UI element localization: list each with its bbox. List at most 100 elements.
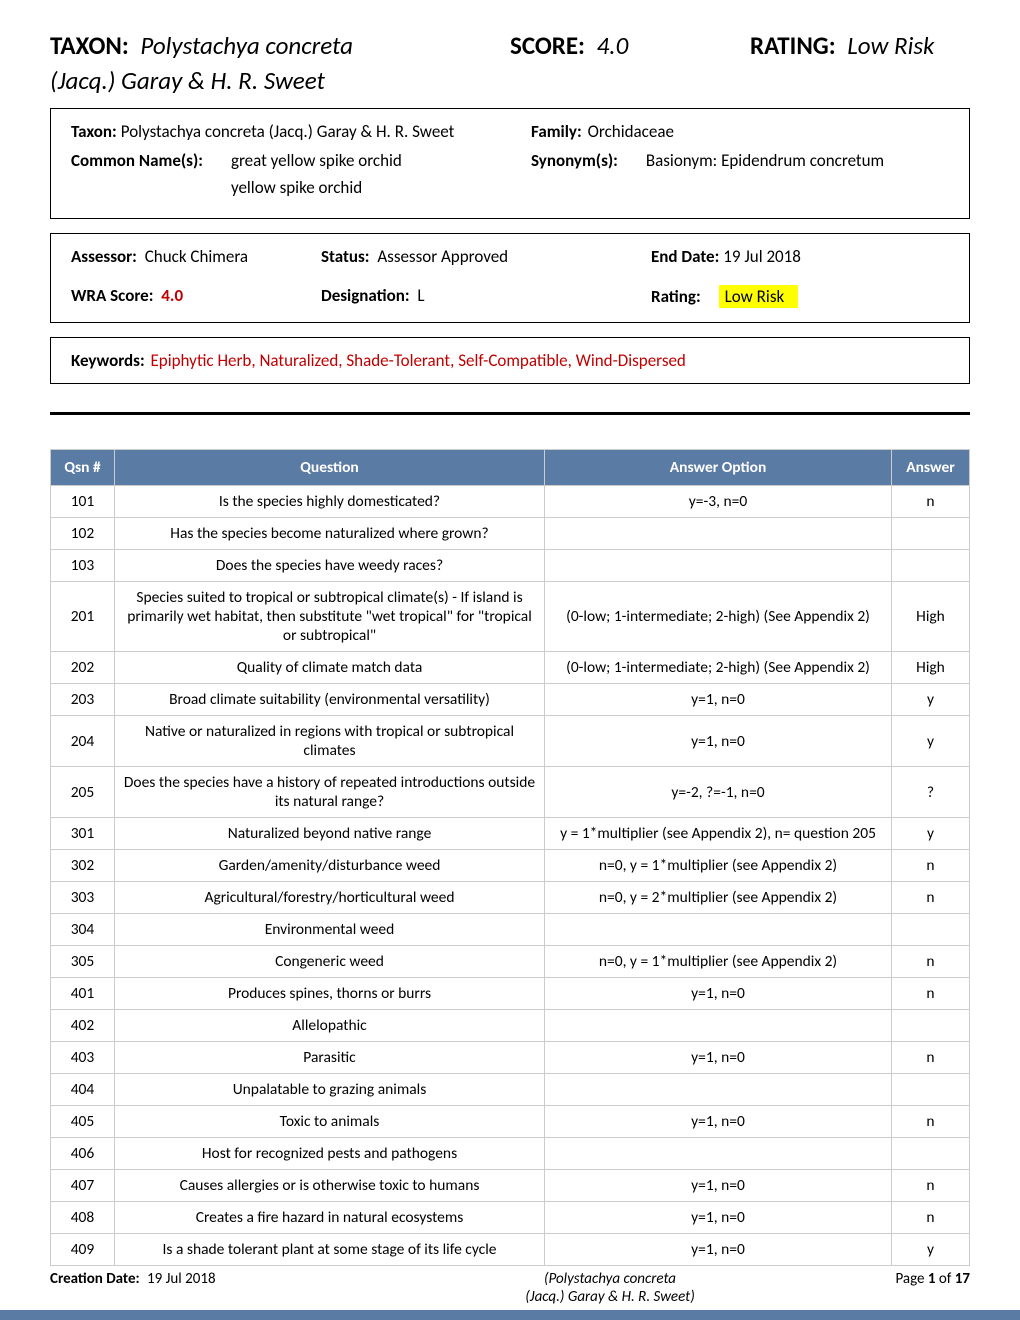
page-of: of bbox=[936, 1270, 955, 1288]
table-row: 403Parasiticy=1, n=0n bbox=[51, 1042, 970, 1074]
cell-answer bbox=[892, 518, 970, 550]
cell-answer bbox=[892, 550, 970, 582]
cell-question: Environmental weed bbox=[115, 914, 545, 946]
footer-bar bbox=[0, 1310, 1020, 1320]
table-row: 101Is the species highly domesticated?y=… bbox=[51, 486, 970, 518]
cell-question: Naturalized beyond native range bbox=[115, 818, 545, 850]
cell-option: y=1, n=0 bbox=[545, 716, 892, 767]
cell-answer bbox=[892, 1010, 970, 1042]
taxon-info-box: Taxon: Polystachya concreta (Jacq.) Gara… bbox=[50, 108, 970, 219]
cell-question: Parasitic bbox=[115, 1042, 545, 1074]
common-name: yellow spike orchid bbox=[231, 177, 402, 198]
section-divider bbox=[50, 412, 970, 415]
cell-option bbox=[545, 518, 892, 550]
table-row: 402Allelopathic bbox=[51, 1010, 970, 1042]
cell-qsn: 304 bbox=[51, 914, 115, 946]
creation-label: Creation Date: bbox=[50, 1270, 140, 1288]
header-question: Question bbox=[115, 450, 545, 486]
table-row: 405Toxic to animalsy=1, n=0n bbox=[51, 1106, 970, 1138]
common-name: great yellow spike orchid bbox=[231, 150, 402, 171]
taxon-value: Polystachya concreta bbox=[140, 30, 353, 61]
cell-answer: y bbox=[892, 684, 970, 716]
page-current: 1 bbox=[928, 1270, 936, 1288]
cell-answer: ? bbox=[892, 767, 970, 818]
cell-question: Broad climate suitability (environmental… bbox=[115, 684, 545, 716]
cell-option: n=0, y = 1*multiplier (see Appendix 2) bbox=[545, 850, 892, 882]
cell-question: Quality of climate match data bbox=[115, 652, 545, 684]
cell-option: y = 1*multiplier (see Appendix 2), n= qu… bbox=[545, 818, 892, 850]
cell-qsn: 409 bbox=[51, 1234, 115, 1266]
cell-answer: High bbox=[892, 652, 970, 684]
wra-value: 4.0 bbox=[161, 285, 183, 306]
status-label: Status: bbox=[321, 246, 370, 267]
table-row: 407Causes allergies or is otherwise toxi… bbox=[51, 1170, 970, 1202]
table-header-row: Qsn # Question Answer Option Answer bbox=[51, 450, 970, 486]
keywords-label: Keywords: bbox=[71, 350, 145, 371]
cell-answer bbox=[892, 1074, 970, 1106]
wra-label: WRA Score: bbox=[71, 285, 153, 306]
cell-qsn: 205 bbox=[51, 767, 115, 818]
cell-question: Native or naturalized in regions with tr… bbox=[115, 716, 545, 767]
table-row: 408Creates a fire hazard in natural ecos… bbox=[51, 1202, 970, 1234]
keywords-box: Keywords: Epiphytic Herb, Naturalized, S… bbox=[50, 337, 970, 384]
cell-answer: y bbox=[892, 1234, 970, 1266]
cell-qsn: 305 bbox=[51, 946, 115, 978]
enddate-label: End Date: bbox=[651, 246, 719, 267]
cell-option: y=1, n=0 bbox=[545, 684, 892, 716]
synonym-label: Synonym(s): bbox=[531, 150, 618, 204]
cell-answer bbox=[892, 1138, 970, 1170]
taxon-label: TAXON: bbox=[50, 30, 129, 61]
rating-label: RATING: bbox=[750, 30, 836, 61]
cell-question: Agricultural/forestry/horticultural weed bbox=[115, 882, 545, 914]
cell-qsn: 403 bbox=[51, 1042, 115, 1074]
designation-value: L bbox=[417, 285, 424, 306]
status-value: Assessor Approved bbox=[377, 246, 508, 267]
cell-answer: n bbox=[892, 946, 970, 978]
page-footer: Creation Date: 19 Jul 2018 (Polystachya … bbox=[50, 1270, 970, 1306]
cell-answer bbox=[892, 914, 970, 946]
cell-qsn: 103 bbox=[51, 550, 115, 582]
table-row: 305Congeneric weedn=0, y = 1*multiplier … bbox=[51, 946, 970, 978]
cell-question: Creates a fire hazard in natural ecosyst… bbox=[115, 1202, 545, 1234]
cell-question: Has the species become naturalized where… bbox=[115, 518, 545, 550]
cell-qsn: 406 bbox=[51, 1138, 115, 1170]
table-row: 202Quality of climate match data(0-low; … bbox=[51, 652, 970, 684]
taxon-sub: (Jacq.) Garay & H. R. Sweet bbox=[50, 65, 970, 96]
cell-question: Garden/amenity/disturbance weed bbox=[115, 850, 545, 882]
cell-option: y=1, n=0 bbox=[545, 1202, 892, 1234]
assessor-value: Chuck Chimera bbox=[145, 246, 248, 267]
cell-question: Is the species highly domesticated? bbox=[115, 486, 545, 518]
cell-option: n=0, y = 1*multiplier (see Appendix 2) bbox=[545, 946, 892, 978]
cell-option bbox=[545, 914, 892, 946]
cell-qsn: 404 bbox=[51, 1074, 115, 1106]
cell-option: y=1, n=0 bbox=[545, 1106, 892, 1138]
cell-question: Species suited to tropical or subtropica… bbox=[115, 582, 545, 652]
page-header: TAXON: Polystachya concreta SCORE: 4.0 R… bbox=[50, 30, 970, 61]
table-row: 205Does the species have a history of re… bbox=[51, 767, 970, 818]
assessment-table: Qsn # Question Answer Option Answer 101I… bbox=[50, 449, 970, 1266]
cell-option: y=1, n=0 bbox=[545, 978, 892, 1010]
table-row: 409Is a shade tolerant plant at some sta… bbox=[51, 1234, 970, 1266]
table-row: 303Agricultural/forestry/horticultural w… bbox=[51, 882, 970, 914]
creation-value: 19 Jul 2018 bbox=[147, 1270, 216, 1288]
cell-answer: n bbox=[892, 978, 970, 1010]
family-value: Orchidaceae bbox=[588, 121, 674, 142]
cell-question: Toxic to animals bbox=[115, 1106, 545, 1138]
cell-qsn: 102 bbox=[51, 518, 115, 550]
table-row: 404Unpalatable to grazing animals bbox=[51, 1074, 970, 1106]
footer-taxon-line2: (Jacq.) Garay & H. R. Sweet) bbox=[370, 1288, 850, 1306]
assessor-label: Assessor: bbox=[71, 246, 137, 267]
cell-answer: n bbox=[892, 1106, 970, 1138]
cell-option: y=1, n=0 bbox=[545, 1234, 892, 1266]
cell-question: Produces spines, thorns or burrs bbox=[115, 978, 545, 1010]
cell-option bbox=[545, 550, 892, 582]
table-row: 103Does the species have weedy races? bbox=[51, 550, 970, 582]
table-row: 401Produces spines, thorns or burrsy=1, … bbox=[51, 978, 970, 1010]
table-row: 304Environmental weed bbox=[51, 914, 970, 946]
table-row: 201Species suited to tropical or subtrop… bbox=[51, 582, 970, 652]
page-total: 17 bbox=[955, 1270, 970, 1288]
cell-option: y=-2, ?=-1, n=0 bbox=[545, 767, 892, 818]
cell-qsn: 204 bbox=[51, 716, 115, 767]
header-option: Answer Option bbox=[545, 450, 892, 486]
cell-qsn: 202 bbox=[51, 652, 115, 684]
